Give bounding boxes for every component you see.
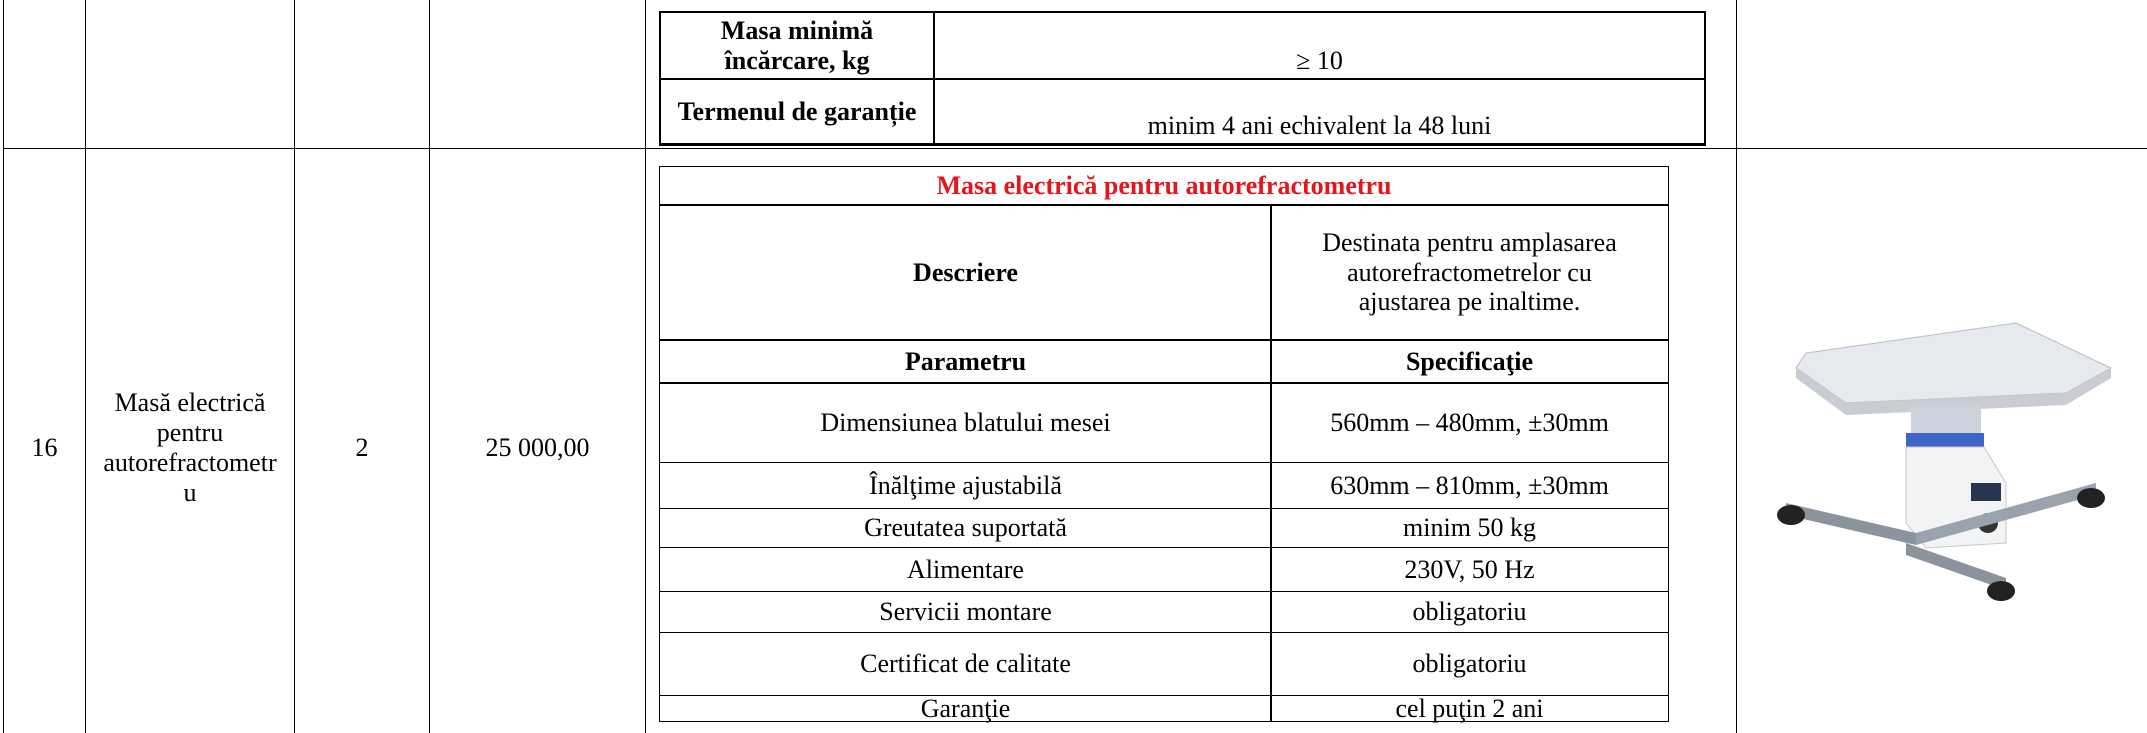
name-cell: Masă electrică pentru autorefractometru (85, 148, 295, 733)
price-cell: 25 000,00 (429, 148, 646, 733)
spec-parameter: Alimentare (659, 547, 1272, 592)
spec-value: obligatoriu (1270, 591, 1669, 633)
spec-parameter: Certificat de calitate (659, 632, 1272, 696)
description-label: Descriere (659, 204, 1272, 341)
product-image (1777, 322, 2113, 601)
cell (3, 0, 86, 149)
spec-parameter: Garanţie (659, 694, 1272, 723)
spec-parameter: Servicii montare (659, 591, 1272, 633)
spec-value: 560mm – 480mm, ±30mm (1270, 382, 1669, 463)
description: Destinata pentru amplasarea autorefracto… (1270, 204, 1669, 341)
header-cell: Parametru (659, 339, 1272, 384)
cell (429, 0, 646, 149)
spec-parameter: Greutatea suportată (659, 508, 1272, 548)
spec-parameter: Înălţime ajustabilă (659, 462, 1272, 509)
label-cell: Masa minimă încărcare, kg (659, 11, 935, 80)
label-cell: Termenul de garanție (659, 78, 935, 146)
spec-value: 230V, 50 Hz (1270, 547, 1669, 592)
image-cell (1736, 148, 2147, 733)
value-cell: minim 4 ani echivalent la 48 luni (933, 78, 1706, 146)
spec-value: minim 50 kg (1270, 508, 1669, 548)
number-cell: 16 (3, 148, 86, 733)
spec-title: Masa electrică pentru autorefractometru (659, 166, 1669, 206)
quantity-cell: 2 (294, 148, 430, 733)
spec-parameter: Dimensiunea blatului mesei (659, 382, 1272, 463)
spec-value: obligatoriu (1270, 632, 1669, 696)
spec-value: cel puţin 2 ani (1270, 694, 1669, 723)
cell (294, 0, 430, 149)
value-cell: ≥ 10 (933, 11, 1706, 80)
cell (1736, 0, 2147, 149)
spec-value: 630mm – 810mm, ±30mm (1270, 462, 1669, 509)
header-cell: Specificaţie (1270, 339, 1669, 384)
cell (85, 0, 295, 149)
